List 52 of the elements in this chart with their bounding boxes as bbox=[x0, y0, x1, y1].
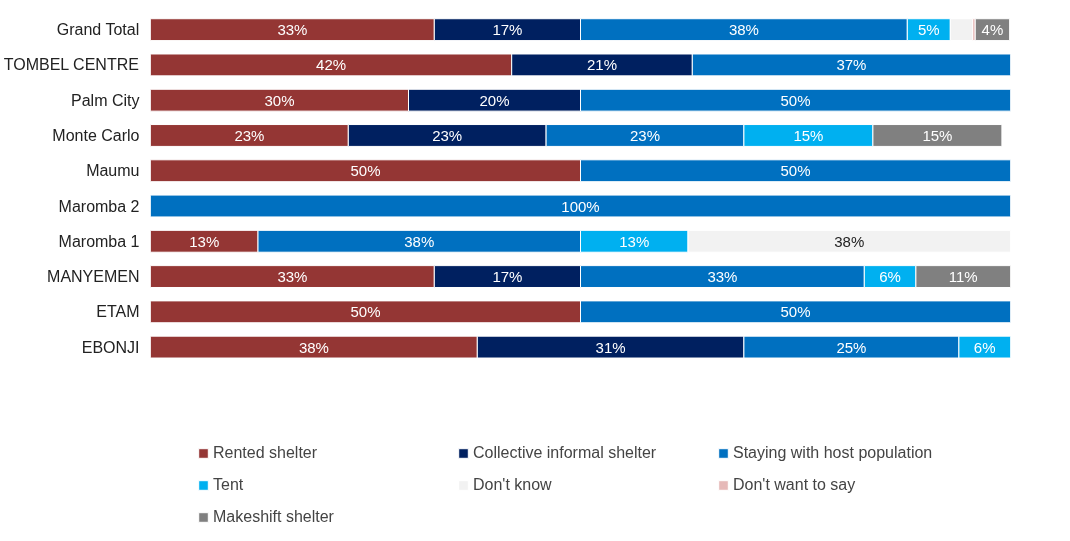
data-label: 100% bbox=[561, 197, 600, 215]
data-label: 23% bbox=[629, 126, 661, 144]
data-label: 33% bbox=[277, 268, 308, 286]
data-label: 50% bbox=[350, 162, 381, 180]
data-label: 13% bbox=[189, 232, 220, 250]
data-label: 50% bbox=[350, 303, 381, 321]
data-label: 33% bbox=[707, 268, 738, 286]
data-label: 15% bbox=[793, 126, 824, 144]
y-tick-label: Maromba 1 bbox=[58, 232, 140, 250]
data-label: 33% bbox=[277, 21, 308, 39]
data-label: 50% bbox=[780, 162, 811, 180]
data-label: 15% bbox=[922, 126, 953, 144]
y-tick-label: EBONJI bbox=[81, 338, 140, 356]
y-tick-label: ETAM bbox=[96, 303, 140, 321]
data-label: 23% bbox=[234, 126, 265, 144]
data-label: 30% bbox=[264, 91, 295, 109]
y-tick-label: Maumu bbox=[86, 162, 140, 180]
data-label: 6% bbox=[879, 268, 901, 286]
y-tick-label: Maromba 2 bbox=[58, 197, 140, 215]
y-tick-label: Grand Total bbox=[56, 21, 140, 39]
data-label: 38% bbox=[404, 232, 435, 250]
legend-label: Tent bbox=[213, 476, 245, 494]
bar bbox=[150, 194, 1011, 218]
legend-label: Makeshift shelter bbox=[213, 508, 335, 526]
legend-label: Collective informal shelter bbox=[473, 444, 658, 462]
y-tick-label: Monte Carlo bbox=[52, 126, 140, 144]
legend-label: Rented shelter bbox=[213, 444, 319, 462]
data-label: 20% bbox=[479, 91, 510, 109]
data-label: 37% bbox=[836, 56, 867, 74]
data-label: 5% bbox=[917, 21, 940, 39]
data-label: 17% bbox=[492, 268, 523, 286]
data-label: 4% bbox=[981, 21, 1004, 39]
y-tick-label: MANYEMEN bbox=[47, 268, 140, 286]
legend-label: Don't know bbox=[473, 476, 553, 494]
y-tick-label: TOMBEL CENTRE bbox=[3, 56, 139, 74]
data-label: 50% bbox=[780, 91, 811, 109]
data-label: 13% bbox=[619, 232, 650, 250]
data-label: 21% bbox=[586, 56, 618, 74]
data-label: 17% bbox=[492, 21, 523, 39]
data-label: 42% bbox=[316, 56, 347, 74]
data-label: 31% bbox=[595, 338, 626, 356]
data-label: 38% bbox=[834, 232, 865, 250]
data-label: 6% bbox=[973, 338, 996, 356]
legend-label: Staying with host population bbox=[733, 444, 934, 462]
legend-label: Don't want to say bbox=[733, 476, 857, 494]
data-label: 23% bbox=[432, 126, 463, 144]
y-tick-label: Palm City bbox=[71, 91, 140, 109]
data-label: 38% bbox=[298, 338, 329, 356]
data-label: 11% bbox=[948, 268, 978, 286]
data-label: 25% bbox=[836, 338, 867, 356]
data-label: 38% bbox=[728, 21, 759, 39]
data-label: 50% bbox=[780, 303, 811, 321]
